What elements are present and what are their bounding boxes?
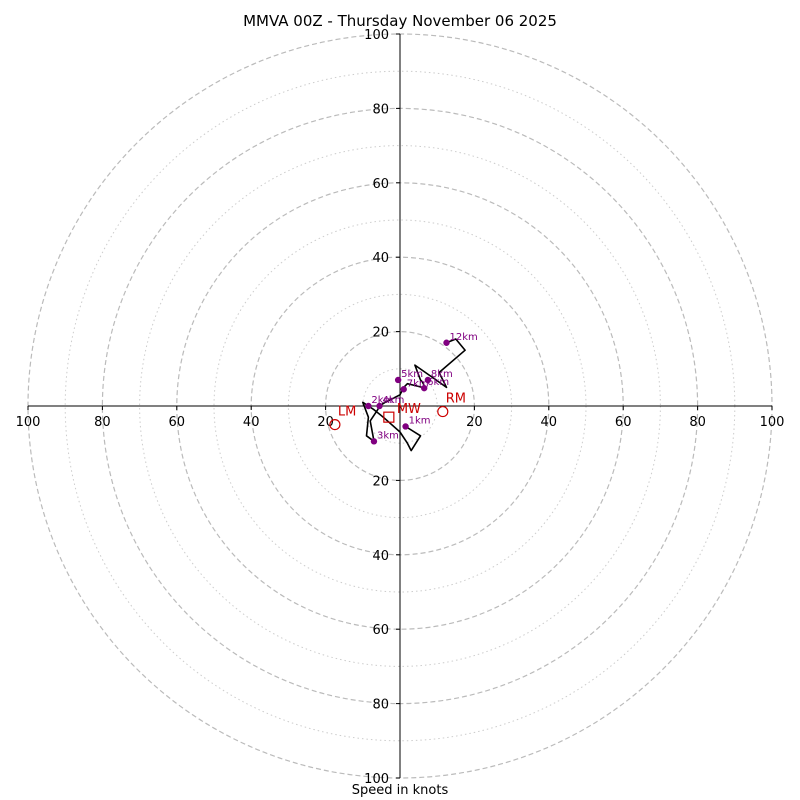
y-tick-label: 40 bbox=[372, 251, 389, 266]
height-label-3km: 3km bbox=[377, 430, 399, 441]
height-point-5km bbox=[394, 376, 402, 384]
y-tick-label: 20 bbox=[372, 474, 389, 489]
height-label-7km: 7km bbox=[407, 378, 429, 389]
x-tick-label: 80 bbox=[689, 415, 706, 430]
x-axis-label: Speed in knots bbox=[351, 783, 449, 798]
height-label-5km: 5km bbox=[401, 369, 423, 380]
y-tick-label: 60 bbox=[372, 177, 389, 192]
y-tick-label: 40 bbox=[372, 549, 389, 564]
x-tick-label: 40 bbox=[243, 415, 260, 430]
height-point-8km bbox=[424, 376, 432, 384]
wind-trace-line bbox=[361, 338, 466, 452]
x-tick-label: 80 bbox=[94, 415, 111, 430]
y-tick-label: 60 bbox=[372, 623, 389, 638]
y-tick-label: 20 bbox=[372, 326, 389, 341]
height-point-3km bbox=[370, 438, 378, 445]
lm-marker bbox=[329, 419, 341, 431]
height-label-2km: 2km bbox=[371, 395, 393, 406]
height-point-6km bbox=[420, 384, 428, 392]
storm-motion-markers: RM LM MW bbox=[329, 392, 466, 431]
wind-trace bbox=[361, 338, 466, 452]
height-label-12km: 12km bbox=[450, 332, 478, 343]
mw-marker bbox=[383, 411, 395, 423]
x-tick-label: 100 bbox=[16, 415, 41, 430]
height-label-8km: 8km bbox=[431, 369, 453, 380]
y-tick-label: 100 bbox=[364, 772, 389, 787]
y-tick-label: 100 bbox=[364, 28, 389, 43]
y-tick-label: 80 bbox=[372, 102, 389, 117]
height-point-4km bbox=[376, 402, 383, 410]
height-point-2km bbox=[365, 402, 372, 410]
x-tick-label: 40 bbox=[541, 415, 558, 430]
lm-label: LM bbox=[338, 405, 356, 420]
mw-label: MW bbox=[397, 402, 421, 417]
height-point-7km bbox=[400, 386, 407, 393]
x-tick-label: 60 bbox=[615, 415, 632, 430]
tick-labels: 100 80 60 40 20 20 40 60 80 100100806040202040608… bbox=[16, 28, 785, 787]
y-tick-label: 80 bbox=[372, 698, 389, 713]
chart-title: MMVA 00Z - Thursday November 06 2025 bbox=[243, 12, 557, 30]
rm-label: RM bbox=[446, 392, 466, 407]
rm-marker bbox=[437, 405, 449, 418]
axes bbox=[28, 34, 772, 778]
x-tick-label: 60 bbox=[169, 415, 186, 430]
x-tick-label: 20 bbox=[466, 415, 483, 430]
x-tick-label: 100 bbox=[760, 415, 785, 430]
height-label-6km: 6km bbox=[427, 377, 449, 388]
height-point-1km bbox=[402, 423, 409, 430]
height-point-12km bbox=[443, 339, 450, 346]
height-label-4km: 4km bbox=[383, 395, 405, 406]
height-label-1km: 1km bbox=[409, 415, 431, 426]
